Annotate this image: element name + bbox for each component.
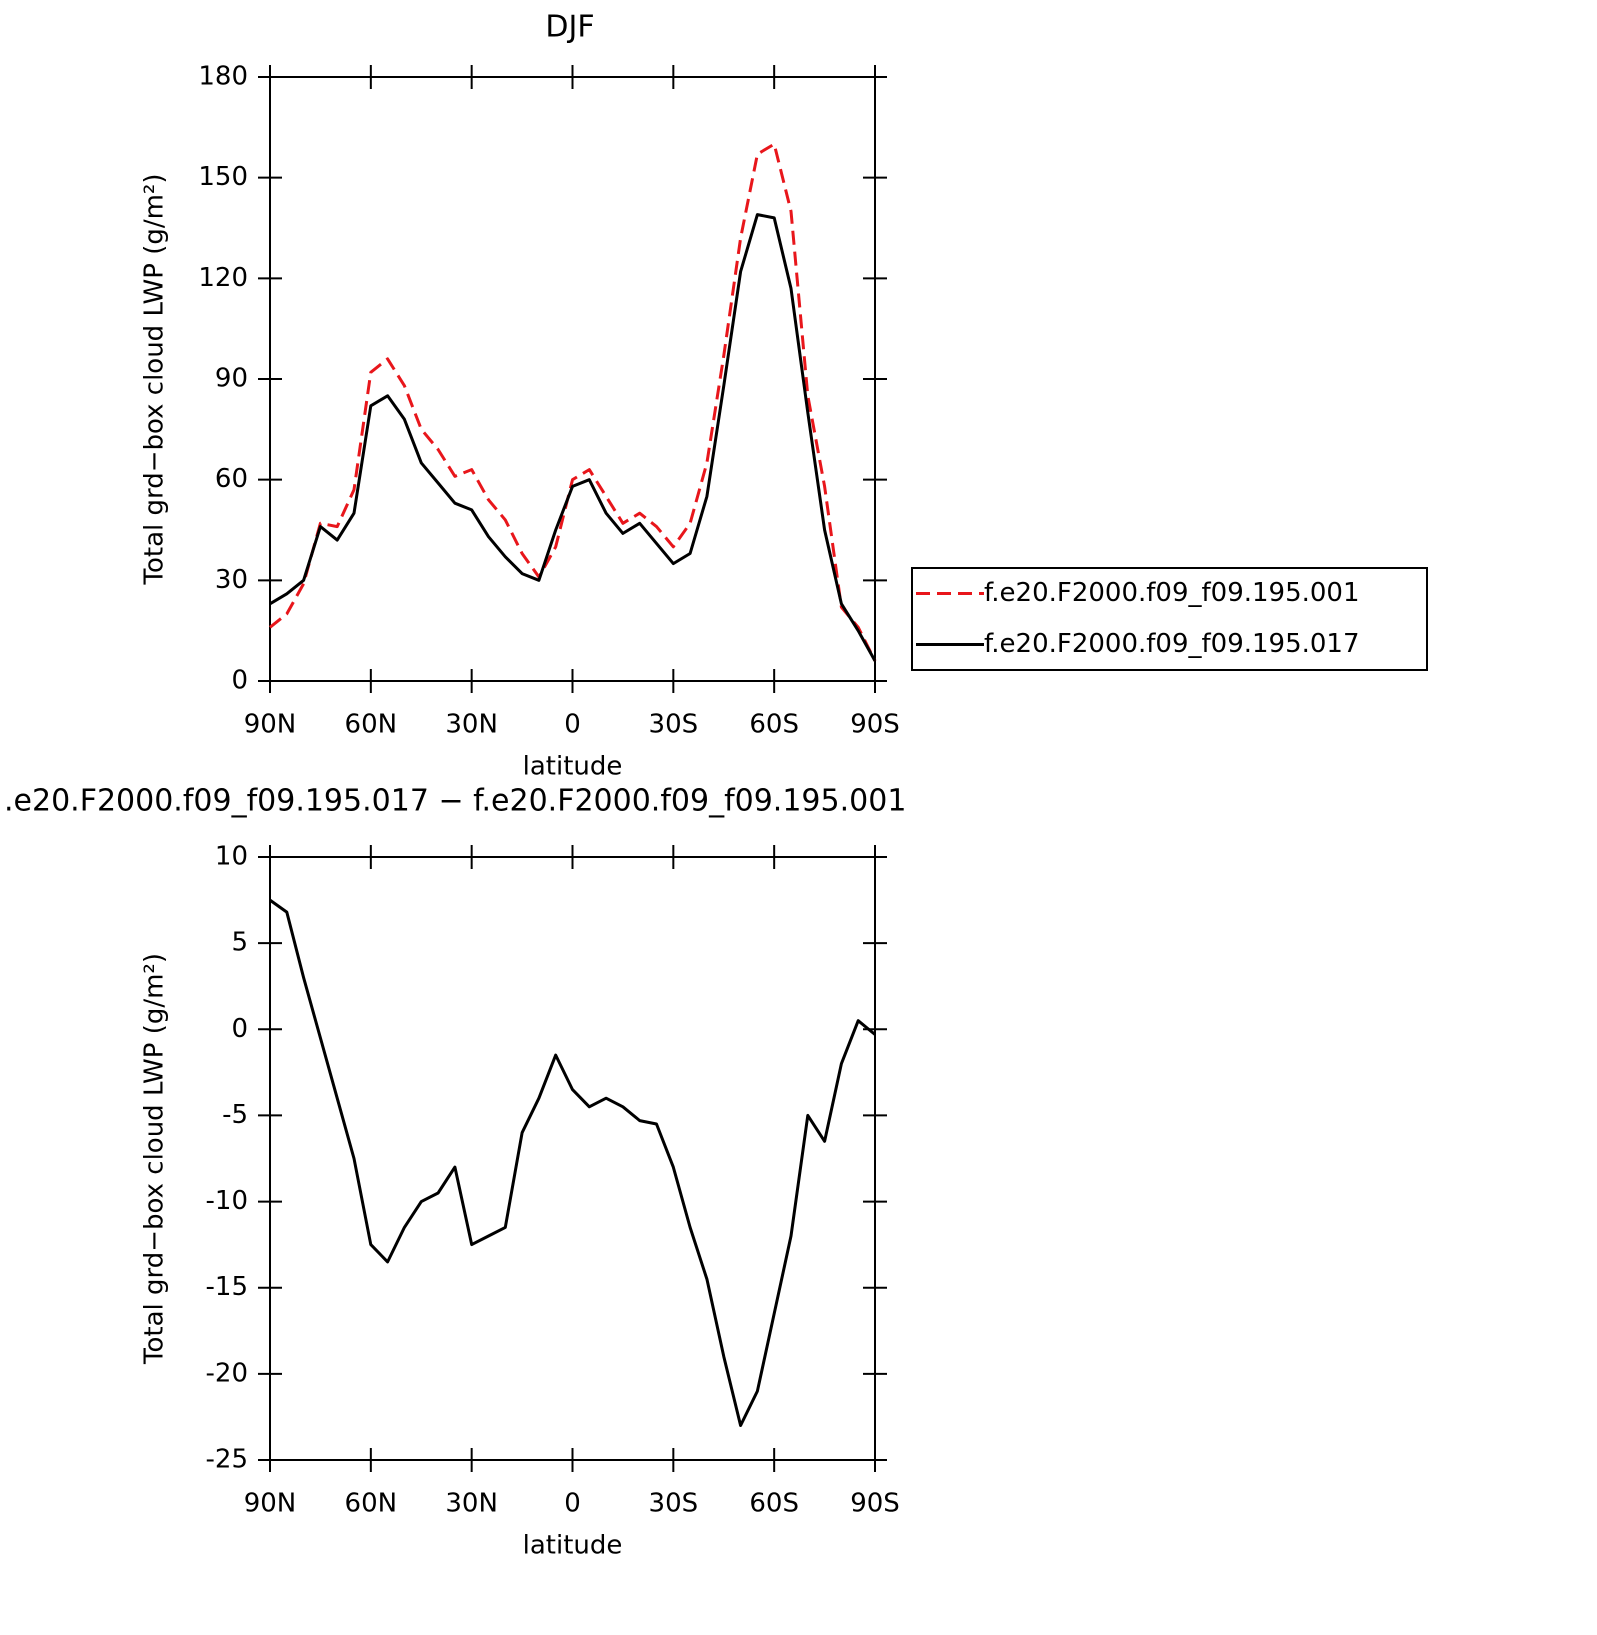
y-tick-label: 180 (198, 62, 248, 92)
y-tick-label: 60 (215, 464, 248, 494)
y-tick-label: 0 (231, 666, 248, 696)
plot-frame (269, 856, 876, 1461)
data-line (269, 898, 876, 1427)
y-tick-label: -10 (206, 1186, 248, 1216)
y-axis-label: Total grd−box cloud LWP (g/m²) (140, 174, 170, 586)
x-tick-label: 30N (445, 1489, 498, 1519)
x-tick-label: 90N (244, 1489, 297, 1519)
x-tick-label: 30S (649, 1489, 699, 1519)
y-tick-label: 120 (198, 263, 248, 293)
legend-box (911, 567, 1428, 671)
x-axis-label: latitude (523, 1531, 623, 1561)
x-tick-label: 0 (564, 1489, 581, 1519)
y-tick-label: -25 (206, 1445, 248, 1475)
plot-frame (269, 76, 876, 682)
x-tick-label: 60S (749, 1489, 799, 1519)
x-axis-label: latitude (523, 752, 623, 782)
x-tick-label: 30S (649, 710, 699, 740)
x-tick-label: 60N (345, 1489, 398, 1519)
y-tick-label: 5 (231, 928, 248, 958)
y-tick-label: 0 (231, 1014, 248, 1044)
legend-label: f.e20.F2000.f09_f09.195.001 (984, 578, 1360, 608)
y-tick-label: 10 (215, 842, 248, 872)
y-tick-label: 30 (215, 565, 248, 595)
y-tick-label: -5 (222, 1100, 248, 1130)
chart-title: .e20.F2000.f09_f09.195.017 − f.e20.F2000… (4, 784, 906, 819)
x-tick-label: 60S (749, 710, 799, 740)
y-tick-label: 90 (215, 364, 248, 394)
y-tick-label: 150 (198, 162, 248, 192)
legend-label: f.e20.F2000.f09_f09.195.017 (984, 629, 1360, 659)
x-tick-label: 0 (564, 710, 581, 740)
data-line (269, 213, 877, 662)
data-line (269, 142, 877, 662)
chart-title: DJF (545, 10, 594, 45)
x-tick-label: 90N (244, 710, 297, 740)
y-tick-label: -15 (206, 1272, 248, 1302)
x-tick-label: 90S (850, 710, 900, 740)
x-tick-label: 30N (445, 710, 498, 740)
x-tick-label: 90S (850, 1489, 900, 1519)
x-tick-label: 60N (345, 710, 398, 740)
y-axis-label: Total grd−box cloud LWP (g/m²) (140, 953, 170, 1365)
y-tick-label: -20 (206, 1358, 248, 1388)
